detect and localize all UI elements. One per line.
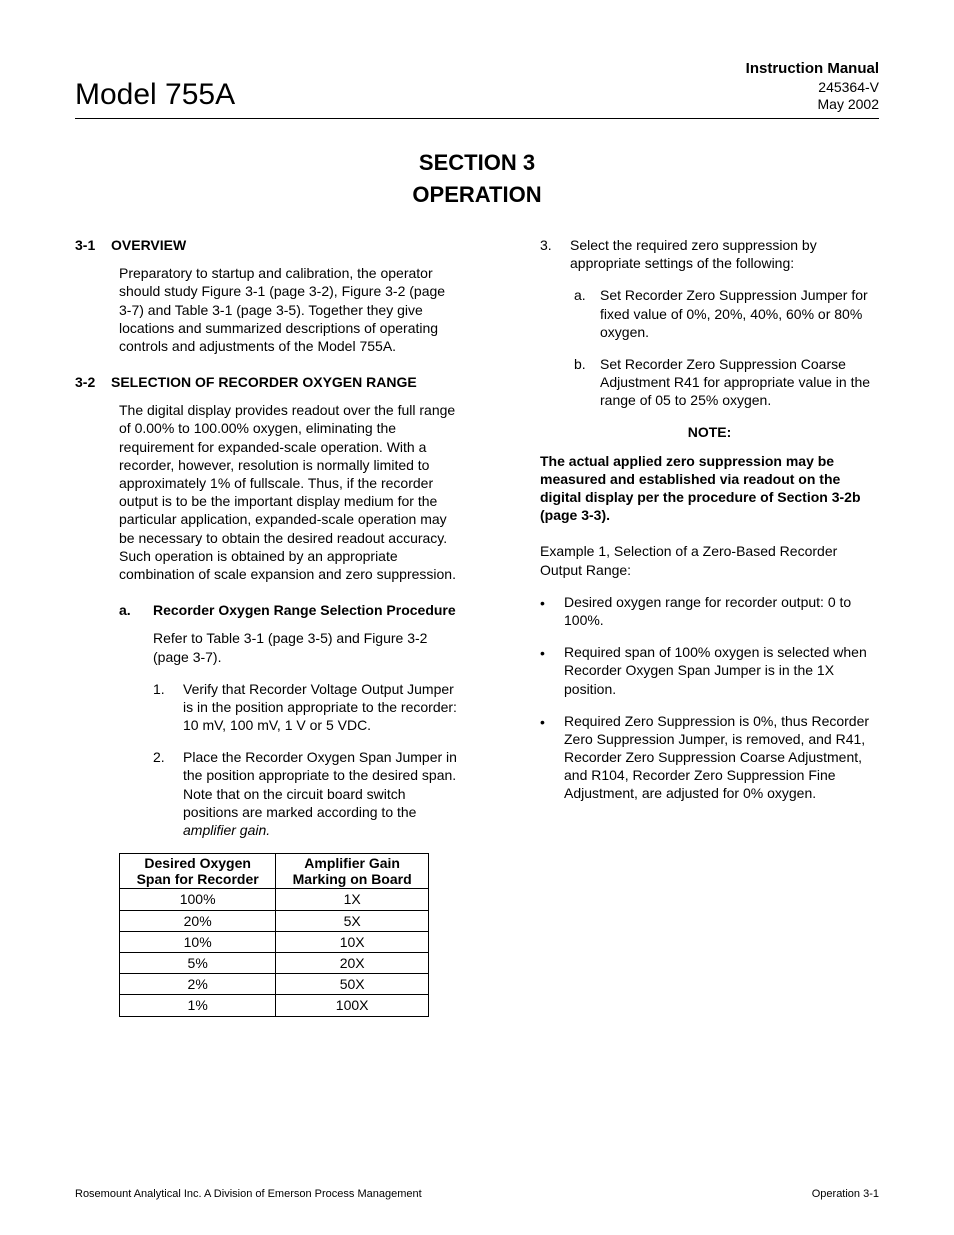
table-cell-span: 5%: [120, 952, 276, 973]
span-gain-table: Desired Oxygen Span for Recorder Amplifi…: [119, 853, 429, 1016]
footer-right: Operation 3-1: [812, 1187, 879, 1201]
table-row: 1%100X: [120, 995, 429, 1016]
footer-left: Rosemount Analytical Inc. A Division of …: [75, 1187, 422, 1201]
subheading-letter: a.: [119, 601, 141, 619]
table-row: 100%1X: [120, 889, 429, 910]
substep-text: Set Recorder Zero Suppression Jumper for…: [600, 286, 879, 341]
table-cell-gain: 20X: [276, 952, 429, 973]
step-number: 3.: [540, 236, 558, 272]
table-cell-gain: 50X: [276, 974, 429, 995]
substep-letter: b.: [574, 355, 592, 410]
step-text: Select the required zero suppression by …: [570, 236, 879, 272]
subheading-text: Recorder Oxygen Range Selection Procedur…: [153, 601, 456, 619]
overview-paragraph: Preparatory to startup and calibration, …: [119, 264, 458, 355]
table-header-line: Span for Recorder: [137, 871, 259, 887]
manual-title: Instruction Manual: [746, 60, 879, 79]
right-column: 3. Select the required zero suppression …: [496, 236, 879, 1017]
step-text: Place the Recorder Oxygen Span Jumper in…: [183, 748, 458, 839]
table-cell-gain: 100X: [276, 995, 429, 1016]
step-2: 2. Place the Recorder Oxygen Span Jumper…: [153, 748, 458, 839]
bullet-icon: •: [540, 643, 550, 698]
step-1: 1. Verify that Recorder Voltage Output J…: [153, 680, 458, 735]
substep-text: Set Recorder Zero Suppression Coarse Adj…: [600, 355, 879, 410]
selection-paragraph: The digital display provides readout ove…: [119, 401, 458, 583]
step-number: 2.: [153, 748, 171, 839]
bullet-item: • Required span of 100% oxygen is select…: [540, 643, 879, 698]
heading-number: 3-1: [75, 236, 103, 254]
step-3: 3. Select the required zero suppression …: [540, 236, 879, 272]
table-cell-gain: 1X: [276, 889, 429, 910]
bullet-icon: •: [540, 712, 550, 803]
example-intro: Example 1, Selection of a Zero-Based Rec…: [540, 542, 879, 578]
heading-3-1: 3-1 OVERVIEW: [75, 236, 458, 254]
substep-a: a. Set Recorder Zero Suppression Jumper …: [574, 286, 879, 341]
doc-number: 245364-V: [746, 79, 879, 97]
substep-b: b. Set Recorder Zero Suppression Coarse …: [574, 355, 879, 410]
table-header-line: Marking on Board: [293, 871, 412, 887]
bullet-item: • Required Zero Suppression is 0%, thus …: [540, 712, 879, 803]
table-header-col2: Amplifier Gain Marking on Board: [276, 854, 429, 889]
bullet-text: Required span of 100% oxygen is selected…: [564, 643, 879, 698]
subheading-a: a. Recorder Oxygen Range Selection Proce…: [119, 601, 458, 619]
table-cell-span: 10%: [120, 931, 276, 952]
table-cell-gain: 10X: [276, 931, 429, 952]
manual-meta: Instruction Manual 245364-V May 2002: [746, 60, 879, 114]
table-cell-gain: 5X: [276, 910, 429, 931]
table-cell-span: 2%: [120, 974, 276, 995]
left-column: 3-1 OVERVIEW Preparatory to startup and …: [75, 236, 458, 1017]
heading-number: 3-2: [75, 373, 103, 391]
table-row: 5%20X: [120, 952, 429, 973]
table-cell-span: 100%: [120, 889, 276, 910]
page-header: Model 755A Instruction Manual 245364-V M…: [75, 60, 879, 119]
content-columns: 3-1 OVERVIEW Preparatory to startup and …: [75, 236, 879, 1017]
heading-text: OVERVIEW: [111, 236, 186, 254]
heading-3-2: 3-2 SELECTION OF RECORDER OXYGEN RANGE: [75, 373, 458, 391]
note-label: NOTE:: [540, 423, 879, 441]
bullet-item: • Desired oxygen range for recorder outp…: [540, 593, 879, 629]
step-text-part: Place the Recorder Oxygen Span Jumper in…: [183, 749, 457, 820]
doc-date: May 2002: [746, 96, 879, 114]
table-header-line: Desired Oxygen: [144, 855, 251, 871]
page-footer: Rosemount Analytical Inc. A Division of …: [75, 1187, 879, 1201]
step-text: Verify that Recorder Voltage Output Jump…: [183, 680, 458, 735]
table-cell-span: 1%: [120, 995, 276, 1016]
table-header-col1: Desired Oxygen Span for Recorder: [120, 854, 276, 889]
sub-a-reference: Refer to Table 3-1 (page 3-5) and Figure…: [153, 629, 458, 665]
step-number: 1.: [153, 680, 171, 735]
table-row: 10%10X: [120, 931, 429, 952]
bullet-icon: •: [540, 593, 550, 629]
section-number: SECTION 3: [75, 149, 879, 178]
table-row: 2%50X: [120, 974, 429, 995]
step-text-emphasis: amplifier gain.: [183, 822, 270, 838]
heading-text: SELECTION OF RECORDER OXYGEN RANGE: [111, 373, 417, 391]
table-header-line: Amplifier Gain: [304, 855, 400, 871]
substep-letter: a.: [574, 286, 592, 341]
substeps-alpha: a. Set Recorder Zero Suppression Jumper …: [574, 286, 879, 409]
note-body: The actual applied zero suppression may …: [540, 452, 879, 525]
section-name: OPERATION: [75, 181, 879, 210]
procedure-steps: 1. Verify that Recorder Voltage Output J…: [153, 680, 458, 840]
table-cell-span: 20%: [120, 910, 276, 931]
procedure-steps-cont: 3. Select the required zero suppression …: [540, 236, 879, 272]
example-bullets: • Desired oxygen range for recorder outp…: [540, 593, 879, 803]
bullet-text: Desired oxygen range for recorder output…: [564, 593, 879, 629]
table-row: 20%5X: [120, 910, 429, 931]
model-title: Model 755A: [75, 75, 235, 114]
bullet-text: Required Zero Suppression is 0%, thus Re…: [564, 712, 879, 803]
